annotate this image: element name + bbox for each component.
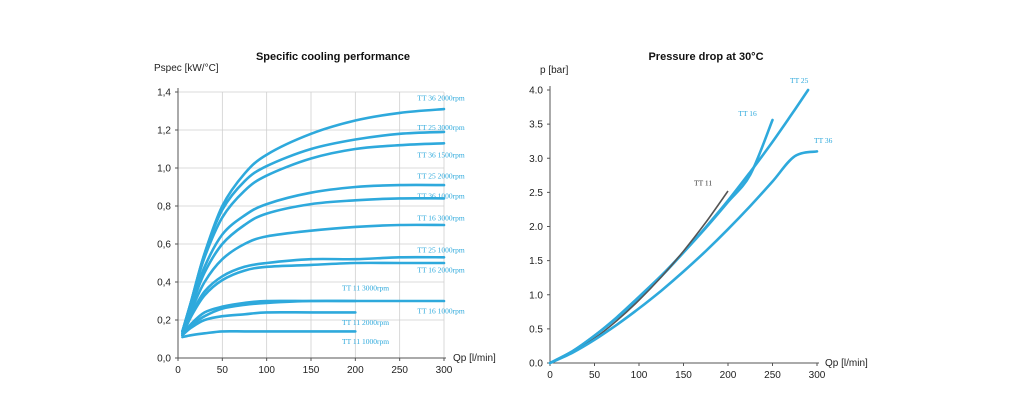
chart2-x-tick-label: 0 [547, 370, 553, 381]
chart1-series-label-tt-11-3000rpm: TT 11 3000rpm [342, 284, 389, 293]
chart1-ylabel: Pspec [kW/°C] [154, 63, 219, 74]
chart1-series-label-tt-11-2000rpm: TT 11 2000rpm [342, 318, 389, 327]
chart1-y-tick-label: 1,2 [157, 126, 171, 137]
chart1-y-tick-label: 0,4 [157, 278, 171, 289]
chart2-y-tick-label: 3.0 [529, 154, 543, 165]
chart2-x-tick-label: 250 [764, 370, 781, 381]
chart1-series-label-tt-36-1500rpm: TT 36 1500rpm [417, 151, 465, 160]
chart1-series-label-tt-16-1000rpm: TT 16 1000rpm [417, 306, 465, 315]
chart1-x-tick-label: 50 [217, 365, 229, 376]
chart1-series-tt-16-3000rpm [181, 223, 446, 335]
chart1-x-tick-label: 250 [391, 365, 408, 376]
chart1-series-tt-16-2000rpm [181, 261, 446, 337]
chart2-series-tt-36 [548, 150, 819, 365]
chart1-series-tt-36-1500rpm [181, 142, 446, 333]
chart2-y-tick-label: 0.5 [529, 324, 543, 335]
chart2-y-tick-label: 4.0 [529, 86, 543, 97]
chart1-series-label-tt-25-2000rpm: TT 25 2000rpm [417, 171, 465, 180]
chart2-y-tick-label: 2.0 [529, 222, 543, 233]
chart2-x-tick-label: 200 [720, 370, 737, 381]
chart1-series-label-tt-25-3000rpm: TT 25 3000rpm [417, 123, 465, 132]
chart2-title: Pressure drop at 30°C [648, 51, 763, 63]
chart1-series-tt-25-2000rpm [181, 183, 446, 333]
chart1-x-tick-label: 200 [347, 365, 364, 376]
chart1-series-label-tt-25-1000rpm: TT 25 1000rpm [417, 246, 465, 255]
chart1-series-label-tt-36-2000rpm: TT 36 2000rpm [417, 94, 465, 103]
chart1-x-tick-label: 0 [175, 365, 181, 376]
chart1-x-tick-label: 100 [258, 365, 275, 376]
chart1-series-label-tt-16-2000rpm: TT 16 2000rpm [417, 266, 465, 275]
chart1-series-label-tt-16-3000rpm: TT 16 3000rpm [417, 213, 465, 222]
chart1-y-tick-label: 0,8 [157, 202, 171, 213]
chart1-series-tt-36-1000rpm [181, 196, 446, 333]
chart2-series-tt-11 [549, 190, 729, 364]
chart2-x-tick-label: 100 [631, 370, 648, 381]
chart1-series-label-tt-36-1000rpm: TT 36 1000rpm [417, 191, 465, 200]
chart2-series-label-tt-36: TT 36 [814, 136, 833, 145]
chart2-ylabel: p [bar] [540, 65, 569, 76]
chart1-series-tt-11-2000rpm [181, 310, 357, 337]
chart2-y-tick-label: 3.5 [529, 120, 543, 131]
chart1-x-tick-label: 150 [303, 365, 320, 376]
chart1-series-tt-16-1000rpm [181, 299, 446, 337]
chart1-y-tick-label: 1,0 [157, 164, 171, 175]
chart2-y-tick-label: 1.5 [529, 256, 543, 267]
chart1-y-tick-label: 0,0 [157, 354, 171, 365]
chart1-series-label-tt-11-1000rpm: TT 11 1000rpm [342, 337, 389, 346]
chart1-y-tick-label: 0,6 [157, 240, 171, 251]
chart2-series-tt-16 [548, 118, 774, 365]
chart2-x-tick-label: 50 [589, 370, 601, 381]
chart1-series-tt-11-1000rpm [181, 329, 357, 339]
chart1-title: Specific cooling performance [256, 51, 410, 63]
chart1-y-tick-label: 0,2 [157, 316, 171, 327]
chart2-x-tick-label: 300 [809, 370, 826, 381]
chart1-series-tt-25-1000rpm [181, 255, 446, 335]
chart2-series-label-tt-25: TT 25 [790, 76, 809, 85]
chart1-x-tick-label: 300 [436, 365, 453, 376]
chart1-y-tick-label: 1,4 [157, 88, 171, 99]
chart2-y-tick-label: 2.5 [529, 188, 543, 199]
chart1-xlabel: Qp [l/min] [453, 353, 496, 364]
chart2-xlabel: Qp [l/min] [825, 358, 868, 369]
chart2-y-tick-label: 0.0 [529, 359, 543, 370]
chart2-series-label-tt-11: TT 11 [694, 179, 712, 188]
chart2-series-label-tt-16: TT 16 [738, 109, 757, 118]
chart2-y-tick-label: 1.0 [529, 290, 543, 301]
chart2-x-tick-label: 150 [675, 370, 692, 381]
